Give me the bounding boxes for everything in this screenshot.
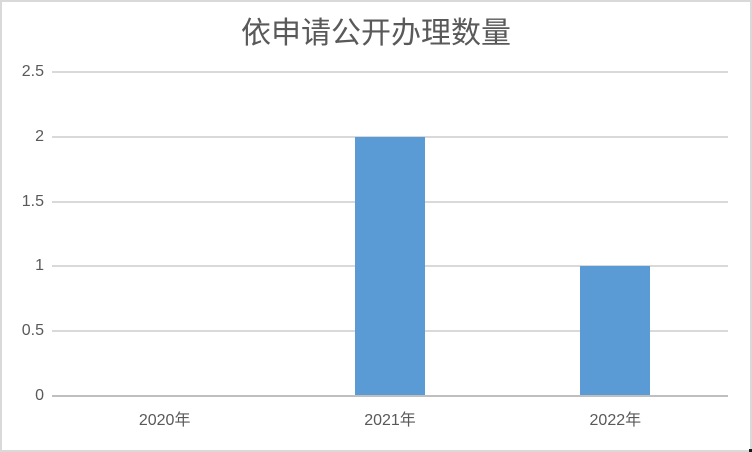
y-tick-label: 2.5 — [21, 63, 44, 80]
bar-2022年 — [580, 266, 651, 396]
x-axis: 2020年 2021年 2022年 — [52, 408, 728, 434]
y-tick-label: 2 — [35, 127, 44, 145]
x-tick-label: 2021年 — [364, 412, 416, 429]
gridline — [52, 135, 728, 138]
x-axis-line — [52, 395, 728, 397]
bar-2021年 — [355, 136, 425, 396]
plot-area — [52, 71, 728, 397]
gridline — [52, 71, 728, 73]
y-tick-label: 0 — [35, 387, 44, 404]
y-axis: 0 0.5 1 1.5 2 2.5 — [0, 63, 44, 404]
y-tick-label: 1.5 — [21, 192, 44, 210]
x-tick-label: 2020年 — [138, 412, 191, 429]
corner-dot — [749, 449, 752, 452]
chart-title: 依申请公开办理数量 — [241, 16, 511, 51]
y-tick-label: 1 — [35, 257, 44, 275]
y-tick-label: 0.5 — [21, 322, 44, 340]
x-tick-label: 2022年 — [589, 412, 642, 429]
